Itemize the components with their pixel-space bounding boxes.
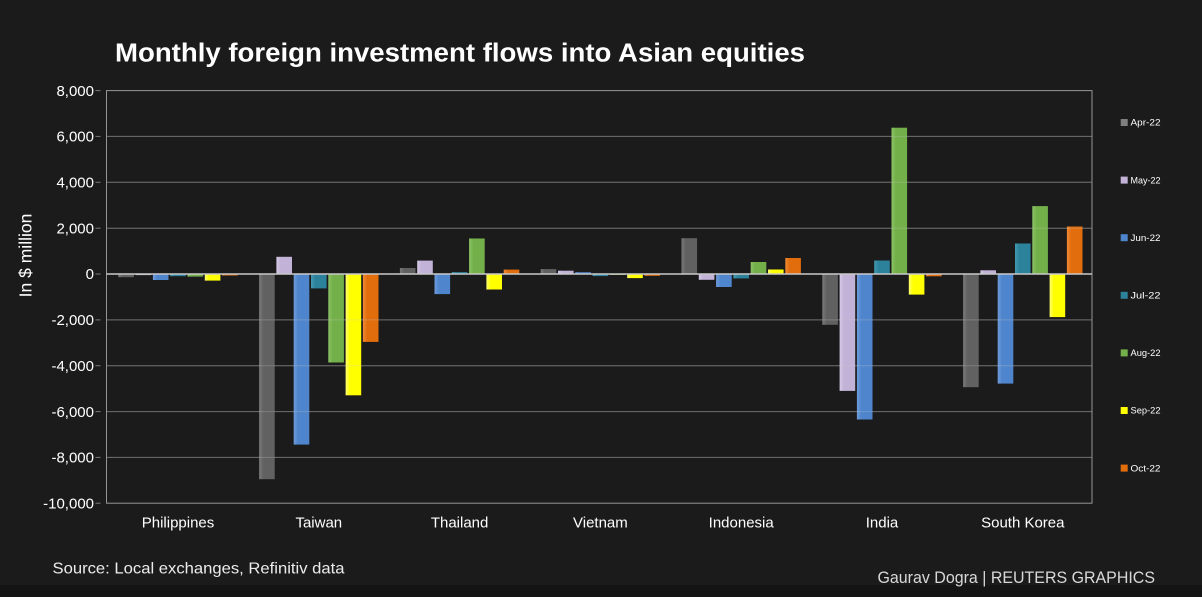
svg-text:Indonesia: Indonesia (709, 515, 775, 532)
svg-text:-4,000: -4,000 (51, 358, 94, 375)
svg-text:Gaurav Dogra | REUTERS GRAPHIC: Gaurav Dogra | REUTERS GRAPHICS (878, 568, 1156, 587)
svg-text:4,000: 4,000 (56, 175, 94, 192)
svg-text:Sep-22: Sep-22 (1131, 406, 1161, 417)
svg-text:Monthly foreign investment flo: Monthly foreign investment flows into As… (115, 40, 805, 68)
svg-text:0: 0 (86, 266, 94, 283)
svg-text:6,000: 6,000 (56, 129, 94, 146)
svg-text:Apr-22: Apr-22 (1131, 118, 1161, 129)
svg-text:-6,000: -6,000 (51, 404, 94, 421)
svg-text:2,000: 2,000 (56, 220, 94, 237)
svg-text:In $ million: In $ million (16, 214, 36, 298)
svg-text:Jul-22: Jul-22 (1131, 291, 1161, 302)
svg-text:Aug-22: Aug-22 (1131, 348, 1161, 359)
svg-text:India: India (866, 515, 899, 532)
svg-text:Source: Local exchanges, Refin: Source: Local exchanges, Refinitiv data (53, 561, 345, 578)
svg-text:Jun-22: Jun-22 (1131, 233, 1161, 244)
svg-text:-8,000: -8,000 (51, 450, 94, 467)
svg-text:South Korea: South Korea (981, 515, 1065, 532)
svg-text:Philippines: Philippines (142, 515, 215, 532)
svg-text:8,000: 8,000 (56, 83, 94, 100)
svg-text:May-22: May-22 (1131, 175, 1161, 186)
svg-text:-2,000: -2,000 (51, 312, 94, 329)
svg-text:-10,000: -10,000 (43, 495, 94, 512)
svg-text:Taiwan: Taiwan (295, 515, 342, 532)
svg-text:Thailand: Thailand (431, 515, 489, 532)
svg-text:Vietnam: Vietnam (573, 515, 628, 532)
svg-text:Oct-22: Oct-22 (1131, 463, 1161, 474)
